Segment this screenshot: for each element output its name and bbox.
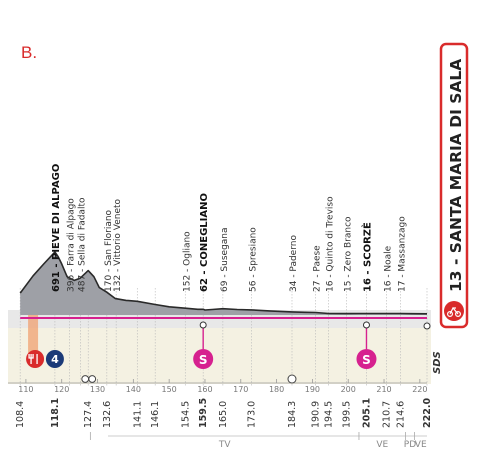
profile-outline	[19, 251, 428, 315]
waypoint-label: 62 - CONEGLIANO	[199, 193, 210, 292]
checkpoint-icon	[88, 375, 97, 383]
bottom-km-label: 210.7	[382, 401, 393, 428]
waypoint-label: 69 - Susegana	[220, 227, 230, 292]
bottom-km-labels: 108.4 118.1 127.4 132.6 141.1 146.1 154.5 159.5…	[15, 398, 433, 450]
feed-zone-icon-glyph	[28, 354, 38, 364]
gpm-marker: 4	[45, 350, 64, 368]
finish-label: 13 - SANTA MARIA DI SALA	[447, 59, 465, 292]
bottom-km-label: 184.3	[287, 401, 298, 428]
km-tick-label: 180	[269, 385, 284, 394]
finish-point	[423, 322, 431, 330]
bottom-km-label: 141.1	[132, 401, 143, 428]
bottom-km-label: 146.1	[150, 401, 161, 428]
bottom-km-label: 173.0	[247, 401, 258, 428]
waypoint-label: 16 - SCORZÈ	[361, 222, 374, 292]
bottom-km-label: 108.4	[15, 401, 26, 428]
sprint-marker-disc	[193, 349, 214, 369]
waypoint-label: 27 - Paese	[313, 245, 323, 292]
finish-icon	[444, 301, 464, 321]
rail-crossing-icon	[287, 374, 297, 384]
km-tick-label: 170	[233, 385, 248, 394]
bottom-km-label: 194.5	[324, 401, 335, 428]
km-axis: 110 120 130 140 150 160 170 180 190 200 210 220	[8, 379, 427, 394]
feed-zone-icon	[26, 350, 45, 368]
bottom-km-label: 118.1	[50, 398, 61, 428]
sprint-marker-point	[199, 321, 207, 329]
waypoint-label: 132 - Vittorio Veneto	[113, 198, 123, 292]
km-tick-label: 210	[376, 385, 391, 394]
km-tick-label: 200	[341, 385, 356, 394]
bottom-km-label: 132.6	[102, 401, 113, 428]
bottom-km-label: 205.1	[362, 398, 373, 428]
feed-zone-icon-disc	[26, 350, 45, 368]
km-tick-label: 190	[305, 385, 320, 394]
gpm-category: 4	[51, 353, 59, 366]
profile-area	[20, 252, 427, 315]
gpm-marker-disc	[45, 350, 64, 368]
km-tick-label: 140	[126, 385, 141, 394]
sprint-marker-disc	[356, 349, 377, 369]
bottom-km-label: 127.4	[83, 401, 94, 428]
km-tick-label: 150	[162, 385, 177, 394]
sprint-marker-letter: S	[362, 353, 371, 367]
bottom-km-label: 214.6	[396, 401, 407, 428]
waypoint-label: 16 - Quinto di Treviso	[326, 196, 336, 292]
waypoint-label: 17 - Massanzago	[398, 216, 408, 292]
km-tick-label: 110	[18, 385, 33, 394]
bottom-km-label: 154.5	[180, 401, 191, 428]
province-label: PD	[404, 440, 416, 450]
finish-banner: 13 - SANTA MARIA DI SALA	[439, 42, 469, 329]
km-tick-label: 220	[412, 385, 427, 394]
waypoint-label: 152 - Ogliano	[182, 231, 192, 292]
bottom-km-label: 159.5	[198, 398, 209, 428]
sprint-marker-letter: S	[199, 353, 208, 367]
waypoint-label: 15 - Zero Branco	[343, 216, 353, 292]
bottom-km-label: 190.9	[311, 401, 322, 428]
km-tick-label: 130	[90, 385, 105, 394]
waypoint-label: 170 - San Floriano	[104, 209, 114, 292]
province-label: VE	[415, 440, 427, 450]
waypoint-label: 396 - Farra di Alpago	[67, 198, 77, 292]
waypoint-labels: 691 - PIEVE DI ALPAGO 396 - Farra di Alpa…	[51, 164, 408, 292]
bottom-km-label: 165.0	[218, 401, 229, 428]
sprint-marker-point	[362, 321, 370, 329]
finish-banner-frame	[439, 42, 469, 329]
waypoint-label: 56 - Spresiano	[249, 227, 259, 292]
panel-letter: B.	[21, 43, 37, 62]
checkpoint-icon	[81, 375, 90, 383]
waypoint-label: 691 - PIEVE DI ALPAGO	[51, 164, 62, 292]
waypoint-label: 487 - Sella di Fadalto	[77, 197, 87, 292]
elevation-profile	[19, 251, 428, 319]
km-tick-label: 120	[54, 385, 69, 394]
feed-zone-column	[28, 290, 39, 354]
km-tick-label: 160	[197, 385, 212, 394]
bottom-km-label: 222.0	[422, 398, 433, 428]
province-label: VE	[376, 440, 388, 450]
sds-label: SDS	[432, 351, 443, 374]
province-label: TV	[218, 440, 231, 450]
bottom-km-label: 199.5	[341, 401, 352, 428]
route-markers: 4 S S	[26, 321, 431, 384]
waypoint-label: 16 - Noale	[384, 245, 394, 292]
waypoint-label: 34 - Paderno	[289, 235, 299, 292]
